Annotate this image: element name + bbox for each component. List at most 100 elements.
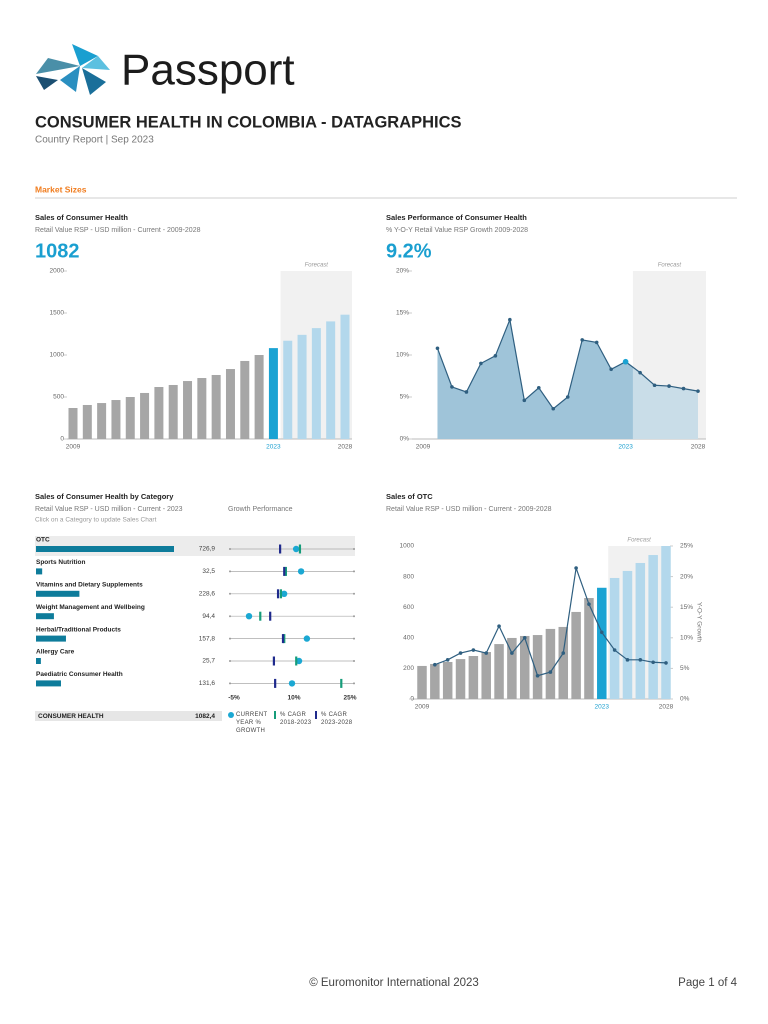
point [587, 602, 591, 606]
point [464, 390, 469, 394]
y-tick-label: 25% [680, 543, 693, 550]
point [458, 651, 463, 655]
legend-swatch [315, 711, 317, 719]
legend-label: CURRENT YEAR % GROWTH [236, 712, 268, 734]
bar [558, 626, 569, 699]
bar [68, 408, 78, 439]
total-value: 1082,4 [195, 713, 215, 720]
growth-mark [279, 544, 282, 554]
category-name[interactable]: OTC [36, 537, 50, 544]
y-tick-label: 15% [680, 604, 693, 611]
bar [97, 403, 107, 439]
point [548, 670, 553, 674]
category-name[interactable]: Weight Management and Wellbeing [36, 604, 145, 611]
x-tick-label: 2028 [691, 444, 706, 451]
point [638, 658, 643, 662]
track-end [353, 592, 355, 595]
bar [268, 348, 278, 439]
x-tick-label: 2028 [659, 704, 674, 711]
growth-dot [297, 568, 305, 575]
y-tick-label: 200 [403, 665, 414, 672]
category-name[interactable]: Vitamins and Dietary Supplements [36, 582, 143, 589]
growth-mark [284, 566, 287, 576]
category-value: 228,6 [199, 591, 216, 598]
bar [125, 397, 135, 439]
y-tick-label: 0% [400, 436, 410, 443]
bar [140, 392, 150, 439]
y2-axis-label: Y-O-Y Growth [695, 602, 702, 642]
track-end [353, 570, 355, 573]
y-tick-label: 20% [396, 268, 409, 275]
bar [417, 665, 427, 699]
report-subtitle: Country Report | Sep 2023 [35, 135, 154, 146]
growth-mark [276, 589, 280, 599]
point [612, 648, 617, 652]
growth-mark [259, 611, 262, 621]
track-end [229, 682, 231, 685]
forecast-label: Forecast [658, 263, 682, 269]
note: Click on a Category to update Sales Char… [35, 517, 157, 524]
point [609, 367, 613, 372]
track-end [229, 660, 231, 662]
track-end [353, 682, 355, 685]
bar [225, 369, 235, 439]
y-tick-label: 1000 [400, 543, 415, 550]
logo-text: Passport [121, 46, 295, 95]
growth-dot [292, 545, 300, 553]
point [651, 660, 655, 665]
category-bar [36, 590, 80, 597]
track-end [353, 548, 355, 550]
growth-dot [295, 657, 303, 665]
category-name[interactable]: Paediatric Consumer Health [36, 671, 123, 678]
copyright: © Euromonitor International 2023 [309, 977, 479, 989]
forecast-label: Forecast [305, 263, 329, 269]
point [551, 406, 556, 411]
x-tick-label: 2028 [338, 444, 353, 451]
category-name[interactable]: Herbal/Traditional Products [36, 626, 121, 633]
track-end [229, 592, 231, 595]
point [594, 340, 599, 345]
legend-swatch [274, 711, 276, 719]
legend-swatch [228, 712, 234, 718]
column-title: Growth Performance [228, 506, 293, 513]
bar [197, 378, 207, 439]
bar [168, 384, 178, 439]
point [484, 651, 489, 655]
x-tick-label: 2009 [415, 704, 430, 711]
category-bar [36, 568, 43, 575]
point [450, 385, 454, 389]
bar [481, 652, 491, 699]
y-tick-label: 10% [680, 635, 693, 642]
category-name[interactable]: Allergy Care [36, 649, 75, 656]
x-tick-label: 2023 [266, 444, 281, 451]
chart-title: Sales Performance of Consumer Health [386, 213, 527, 222]
bar [661, 546, 671, 699]
page-number: Page 1 of 4 [678, 977, 737, 989]
category-bar [36, 546, 174, 552]
point [574, 566, 578, 570]
y-tick-label: 2000 [50, 268, 65, 275]
category-bar [36, 680, 61, 687]
bar [584, 598, 594, 699]
category-value: 726,9 [199, 546, 216, 553]
y-tick-label: 10% [396, 352, 409, 359]
chart-subtitle: Retail Value RSP - USD million - Current… [35, 227, 201, 234]
chart-subtitle: Retail Value RSP - USD million - Current… [35, 506, 183, 513]
x-tick-label: 2023 [618, 444, 633, 451]
category-value: 32,5 [202, 568, 215, 575]
growth-mark [281, 634, 285, 644]
x-tick-label: -5% [228, 695, 240, 702]
track-end [353, 660, 355, 662]
growth-dot [303, 635, 311, 642]
growth-mark [295, 656, 298, 666]
category-value: 131,6 [199, 680, 216, 687]
growth-dot [280, 590, 288, 597]
logo-icon [36, 44, 110, 95]
category-name[interactable]: Sports Nutrition [36, 559, 85, 566]
chart-subtitle: Retail Value RSP - USD million - Current… [386, 506, 552, 513]
category-value: 157,8 [199, 635, 216, 642]
point [535, 673, 540, 678]
point [508, 317, 512, 322]
chart-title: Sales of OTC [386, 492, 433, 501]
